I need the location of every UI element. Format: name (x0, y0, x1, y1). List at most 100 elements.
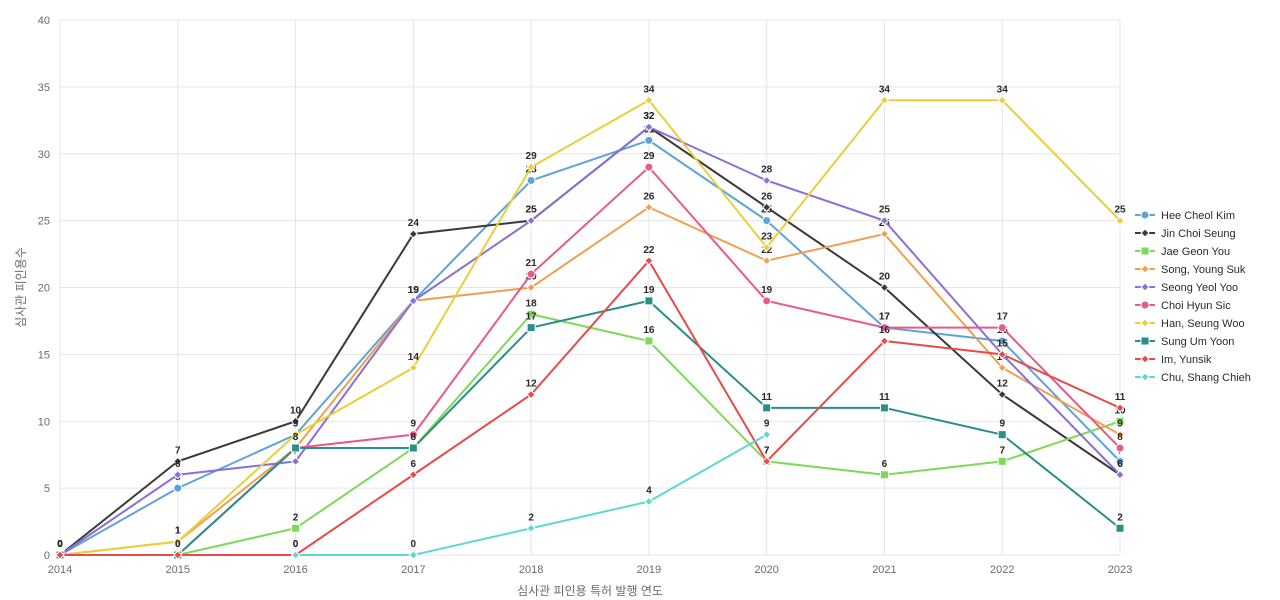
data-point[interactable] (527, 324, 535, 332)
y-tick-label: 30 (38, 149, 50, 161)
y-tick-label: 20 (38, 283, 50, 295)
legend-label[interactable]: Song, Young Suk (1161, 264, 1246, 276)
point-label: 26 (761, 191, 773, 202)
legend-marker (1141, 283, 1149, 291)
point-label: 24 (408, 218, 420, 229)
data-point[interactable] (645, 337, 653, 345)
x-tick-label: 2018 (519, 564, 543, 576)
point-label: 9 (764, 419, 770, 430)
data-point[interactable] (174, 484, 182, 492)
data-point[interactable] (763, 257, 771, 265)
point-label: 21 (526, 258, 538, 269)
y-tick-label: 5 (44, 483, 50, 495)
series-line (60, 127, 1120, 555)
line-chart: 0510152025303540201420152016201720182019… (0, 0, 1280, 600)
x-axis-label: 심사관 피인용 특허 발행 연도 (517, 583, 663, 598)
data-point[interactable] (527, 270, 535, 278)
y-tick-label: 25 (38, 216, 50, 228)
data-point[interactable] (292, 444, 300, 452)
legend-marker (1141, 229, 1149, 237)
point-label: 2 (1117, 512, 1123, 523)
data-point[interactable] (763, 217, 771, 225)
point-label: 8 (293, 432, 299, 443)
legend-label[interactable]: Jin Choi Seung (1161, 228, 1236, 240)
point-label: 34 (643, 84, 655, 95)
data-point[interactable] (527, 177, 535, 185)
x-tick-label: 2021 (872, 564, 896, 576)
point-label: 14 (408, 352, 420, 363)
data-point[interactable] (763, 177, 771, 185)
point-label: 11 (879, 392, 890, 403)
point-label: 11 (1115, 392, 1126, 403)
y-tick-label: 0 (44, 550, 50, 562)
legend-label[interactable]: Sung Um Yoon (1161, 336, 1234, 348)
point-label: 18 (526, 298, 538, 309)
series-line (60, 167, 1120, 555)
legend-label[interactable]: Han, Seung Woo (1161, 318, 1245, 330)
point-label: 23 (761, 231, 773, 242)
point-label: 26 (643, 191, 655, 202)
point-label: 6 (882, 459, 888, 470)
y-tick-label: 35 (38, 82, 50, 94)
point-label: 29 (643, 151, 655, 162)
point-label: 16 (879, 325, 891, 336)
data-point[interactable] (645, 136, 653, 144)
point-label: 6 (411, 459, 417, 470)
data-point[interactable] (763, 404, 771, 412)
y-axis-label: 심사관 피인용수 (14, 247, 28, 328)
point-label: 4 (646, 486, 652, 497)
legend-marker (1141, 211, 1149, 219)
point-label: 7 (999, 445, 1005, 456)
series-line (60, 140, 1120, 555)
point-label: 32 (643, 111, 655, 122)
data-point[interactable] (998, 431, 1006, 439)
data-point[interactable] (763, 297, 771, 305)
x-tick-label: 2022 (990, 564, 1014, 576)
point-label: 1 (175, 526, 181, 537)
point-label: 12 (526, 379, 538, 390)
data-point[interactable] (645, 163, 653, 171)
legend-label[interactable]: Chu, Shang Chieh (1161, 372, 1251, 384)
point-label: 9 (411, 419, 417, 430)
point-label: 11 (761, 392, 772, 403)
y-tick-label: 10 (38, 416, 50, 428)
point-label: 0 (175, 539, 181, 550)
point-label: 12 (997, 379, 1009, 390)
legend-label[interactable]: Im, Yunsik (1161, 354, 1212, 366)
data-point[interactable] (292, 524, 300, 532)
legend-label[interactable]: Seong Yeol Yoo (1161, 282, 1238, 294)
point-label: 2 (528, 512, 534, 523)
data-point[interactable] (880, 471, 888, 479)
data-point[interactable] (763, 431, 771, 439)
point-label: 7 (175, 445, 181, 456)
data-point[interactable] (527, 524, 535, 532)
series-line (60, 261, 1120, 555)
point-label: 34 (997, 84, 1009, 95)
data-point[interactable] (998, 324, 1006, 332)
point-label: 19 (761, 285, 773, 296)
data-point[interactable] (880, 404, 888, 412)
legend-marker (1141, 337, 1149, 345)
data-point[interactable] (409, 444, 417, 452)
data-point[interactable] (1116, 444, 1124, 452)
point-label: 34 (879, 84, 891, 95)
point-label: 16 (643, 325, 655, 336)
point-label: 25 (879, 205, 891, 216)
legend-label[interactable]: Hee Cheol Kim (1161, 210, 1235, 222)
legend-label[interactable]: Choi Hyun Sic (1161, 300, 1231, 312)
point-label: 17 (879, 312, 891, 323)
point-label: 25 (1114, 205, 1126, 216)
data-point[interactable] (1116, 524, 1124, 532)
point-label: 25 (526, 205, 538, 216)
point-label: 17 (526, 312, 538, 323)
data-point[interactable] (409, 551, 417, 559)
data-point[interactable] (998, 457, 1006, 465)
point-label: 6 (175, 459, 181, 470)
legend-label[interactable]: Jae Geon You (1161, 246, 1230, 258)
data-point[interactable] (645, 297, 653, 305)
legend-marker (1141, 373, 1149, 381)
point-label: 6 (1117, 459, 1123, 470)
point-label: 19 (643, 285, 655, 296)
data-point[interactable] (645, 498, 653, 506)
point-label: 19 (408, 285, 420, 296)
